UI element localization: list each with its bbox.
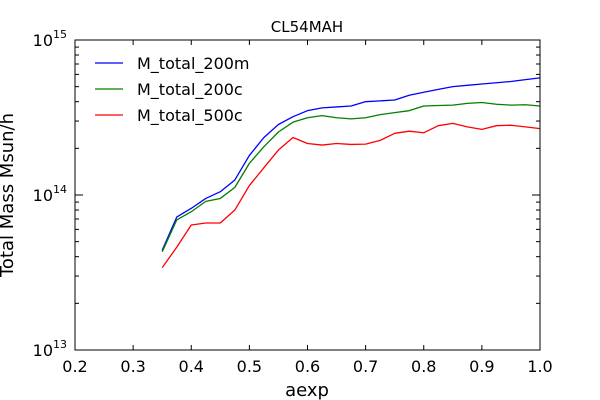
y-tick-label: 1015	[33, 28, 67, 50]
legend-label: M_total_200m	[137, 54, 250, 74]
x-tick-label: 1.0	[527, 357, 552, 376]
x-tick-label: 0.2	[62, 357, 87, 376]
x-tick-label: 0.6	[295, 357, 320, 376]
x-tick-label: 0.8	[411, 357, 436, 376]
y-tick-label-base: 10	[33, 31, 53, 50]
y-tick-label-exponent: 13	[53, 338, 67, 351]
x-tick-label: 0.9	[469, 357, 494, 376]
x-axis-label: aexp	[285, 380, 329, 400]
plot-frame	[74, 39, 541, 351]
y-axis-label: Total Mass Msun/h	[0, 113, 18, 278]
y-tick-label-exponent: 15	[53, 28, 67, 41]
series-layer	[161, 77, 541, 268]
y-tick-label-base: 10	[33, 186, 53, 205]
chart-title: CL54MAH	[271, 18, 343, 36]
x-tick-label: 0.3	[120, 357, 145, 376]
legend-label: M_total_200c	[137, 80, 243, 100]
series-line-M_total_200m	[161, 77, 541, 251]
x-tick-label: 0.7	[353, 357, 378, 376]
y-tick-label: 1014	[33, 183, 67, 205]
legend: M_total_200m M_total_200c M_total_500c	[95, 54, 250, 126]
y-tick-label-exponent: 14	[53, 183, 67, 196]
legend-label: M_total_500c	[137, 106, 243, 126]
series-line-M_total_200c	[161, 101, 541, 253]
y-tick-label-base: 10	[33, 341, 53, 360]
x-tick-label: 0.5	[237, 357, 262, 376]
y-tick-label: 1013	[33, 338, 67, 360]
plot-background	[75, 40, 540, 350]
series-line-M_total_500c	[161, 122, 541, 268]
x-tick-label: 0.4	[179, 357, 204, 376]
